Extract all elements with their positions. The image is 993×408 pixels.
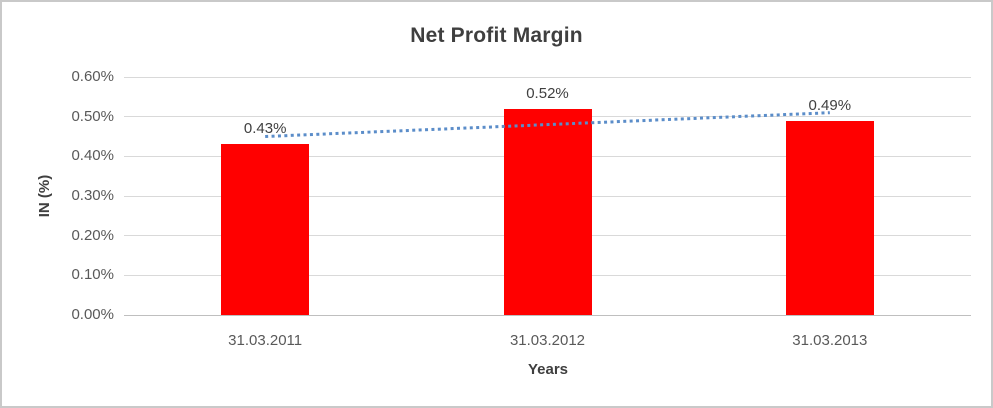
y-tick-label: 0.00%	[71, 306, 114, 323]
bar	[221, 144, 310, 315]
y-tick-label: 0.10%	[71, 266, 114, 284]
bar-data-label: 0.43%	[243, 120, 287, 138]
x-axis-title: Years	[527, 361, 569, 378]
x-tick-label: 31.03.2012	[509, 332, 586, 349]
y-tick-label: 0.20%	[71, 226, 114, 244]
y-tick-label: 0.40%	[71, 147, 114, 165]
bar-data-label: 0.52%	[526, 84, 569, 102]
y-tick-label: 0.30%	[71, 187, 114, 204]
y-tick-label: 0.50%	[71, 107, 114, 125]
bar	[785, 120, 874, 315]
chart-title: Net Profit Margin	[410, 24, 583, 47]
x-tick-label: 31.03.2013	[792, 332, 868, 349]
x-tick-label: 31.03.2011	[228, 332, 303, 349]
y-tick-label: 0.60%	[71, 68, 114, 85]
x-axis-line	[124, 314, 971, 316]
bar	[503, 108, 592, 315]
gridline	[124, 76, 971, 78]
bar-data-label: 0.49%	[808, 96, 852, 114]
